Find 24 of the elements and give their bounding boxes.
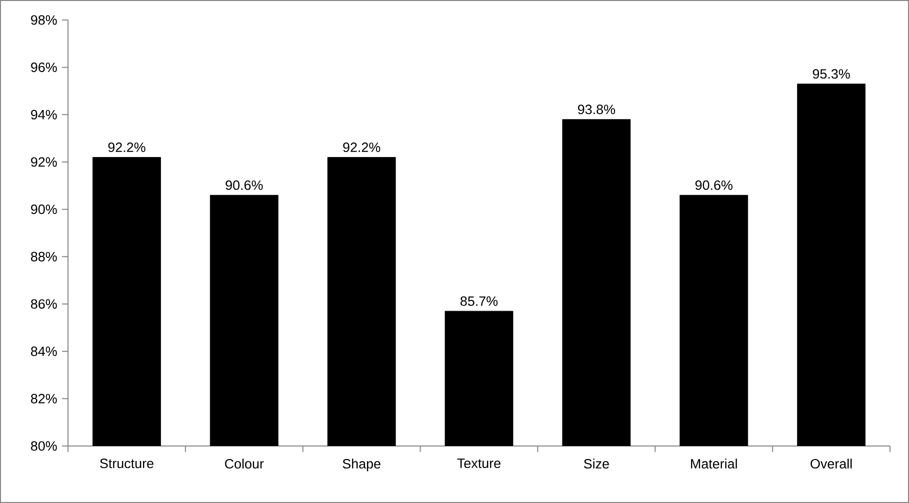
y-tick-label: 96%	[31, 62, 57, 72]
y-tick-label: 90%	[31, 204, 57, 214]
y-tick-label: 94%	[31, 110, 57, 120]
data-label: 92.2%	[343, 142, 380, 152]
x-tick-label: Overall	[810, 458, 852, 469]
x-tick-label: Size	[584, 458, 609, 469]
data-label: 90.6%	[226, 180, 263, 190]
x-tick-label: Colour	[225, 458, 264, 469]
data-label: 92.2%	[108, 142, 146, 152]
y-tick-label: 88%	[30, 252, 57, 262]
x-tick-label: Shape	[342, 458, 380, 472]
data-label: 90.6%	[695, 180, 732, 190]
data-label: 95.3%	[812, 69, 850, 79]
x-tick-label: Structure	[100, 458, 154, 468]
y-tick-label: 92%	[31, 157, 57, 167]
y-tick-label: 82%	[30, 394, 57, 404]
y-tick-label: 98%	[31, 15, 57, 25]
x-tick-label: Texture	[457, 458, 500, 468]
y-tick-label: 86%	[30, 299, 57, 309]
y-tick-label: 84%	[30, 346, 57, 356]
x-tick-label: Material	[691, 458, 737, 469]
y-tick-label: 80%	[30, 441, 57, 451]
data-label: 85.7%	[460, 296, 498, 306]
data-label: 93.8%	[578, 104, 616, 114]
